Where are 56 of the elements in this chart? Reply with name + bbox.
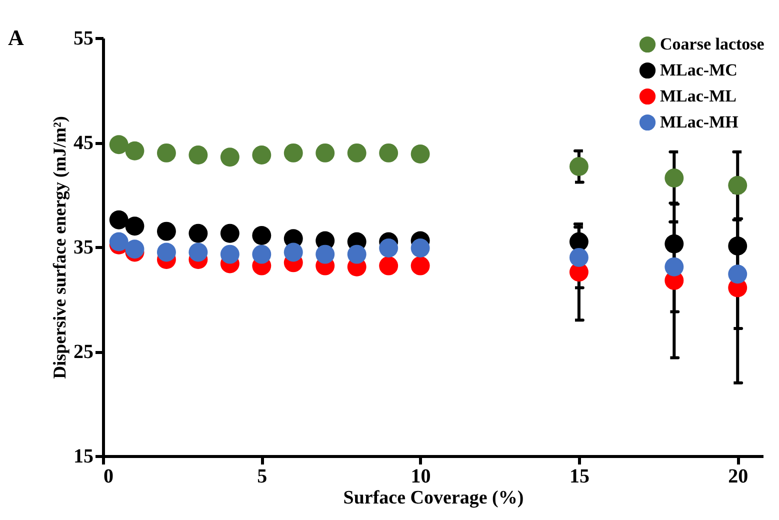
- point: [347, 143, 366, 162]
- point: [664, 168, 684, 188]
- point: [252, 226, 272, 245]
- point: [410, 238, 430, 258]
- y-tick-label: 15: [74, 446, 94, 468]
- point: [347, 244, 366, 264]
- point: [664, 257, 684, 276]
- point: [220, 224, 240, 243]
- legend-label: MLac-MC: [660, 60, 738, 80]
- point: [379, 256, 398, 276]
- point: [252, 146, 272, 165]
- x-tick-label: 20: [728, 466, 748, 488]
- point: [410, 144, 430, 164]
- y-tick-label: 55: [74, 28, 94, 50]
- x-tick-label: 15: [569, 466, 590, 488]
- point: [728, 176, 748, 195]
- point: [569, 157, 588, 176]
- point: [188, 242, 208, 262]
- legend-label: MLac-ML: [660, 86, 736, 106]
- point: [379, 143, 398, 162]
- point: [188, 146, 208, 165]
- point: [728, 264, 748, 284]
- x-tick-label: 0: [104, 466, 114, 488]
- point: [220, 244, 240, 264]
- point: [664, 234, 684, 254]
- x-tick-label: 5: [257, 466, 268, 488]
- point: [316, 244, 335, 264]
- y-tick-label: 45: [74, 132, 94, 154]
- point: [284, 242, 303, 262]
- y-tick-label: 35: [74, 236, 94, 258]
- point: [316, 143, 335, 162]
- chart-title: A: [8, 25, 24, 50]
- point: [220, 148, 240, 167]
- point: [379, 238, 398, 258]
- point: [125, 216, 144, 236]
- point: [252, 244, 272, 264]
- point: [156, 242, 176, 262]
- point: [156, 143, 176, 162]
- point: [109, 210, 128, 230]
- legend-label: MLac-MH: [660, 112, 738, 132]
- y-tick-label: 25: [74, 341, 94, 363]
- point: [284, 143, 303, 162]
- point: [569, 232, 588, 252]
- point: [125, 141, 144, 160]
- legend-label: Coarse lactose: [660, 34, 765, 54]
- point: [125, 240, 144, 259]
- x-axis-title: Surface Coverage (%): [343, 488, 524, 508]
- y-axis-title: Dispersive surface energy (mJ/m²): [50, 116, 70, 379]
- point: [109, 232, 128, 252]
- point: [728, 236, 748, 256]
- point: [410, 256, 430, 276]
- point: [109, 135, 128, 154]
- point: [188, 224, 208, 243]
- point: [156, 222, 176, 241]
- x-tick-label: 10: [410, 466, 431, 488]
- point: [569, 248, 588, 267]
